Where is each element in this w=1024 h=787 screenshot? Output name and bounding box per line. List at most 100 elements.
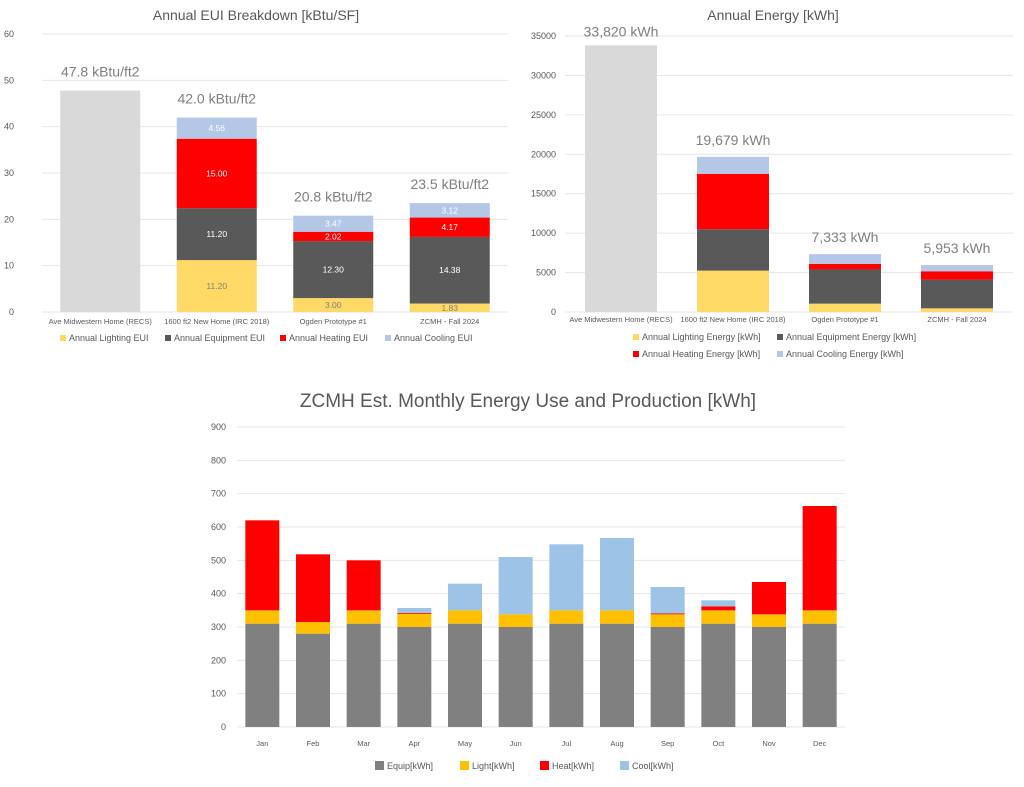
- y-tick-label: 200: [211, 655, 226, 665]
- bar-segment-heat-kwh: [296, 554, 330, 622]
- y-tick-label: 700: [211, 489, 226, 499]
- bar-segment-annual-heating-energy-kwh: [921, 271, 993, 280]
- x-category-label: May: [458, 739, 472, 748]
- bar-segment-equip-kwh: [498, 627, 533, 727]
- data-label: 2.02: [325, 231, 342, 241]
- x-category-label: Feb: [307, 739, 320, 748]
- bar-segment-heat-kwh: [245, 520, 280, 611]
- monthly-energy-chart: ZCMH Est. Monthly Energy Use and Product…: [211, 391, 845, 771]
- y-tick-label: 600: [211, 522, 226, 532]
- y-tick-label: 40: [4, 122, 14, 132]
- x-category-label: 1600 ft2 New Home (IRC 2018): [164, 317, 270, 326]
- data-label: 3.00: [325, 300, 342, 310]
- bar-total: [60, 90, 141, 312]
- x-category-label: Sep: [661, 739, 674, 748]
- data-label: 3.12: [441, 205, 458, 215]
- bar-segment-cool-kwh: [397, 608, 432, 613]
- bar-segment-light-kwh: [600, 610, 634, 624]
- bar-segment-annual-lighting-energy-kwh: [697, 270, 769, 312]
- bar-segment-heat-kwh: [650, 613, 685, 615]
- legend-swatch: [777, 351, 783, 357]
- bar-segment-cool-kwh: [498, 557, 533, 615]
- legend-swatch: [633, 334, 639, 340]
- legend-label: Annual Equipment Energy [kWh]: [786, 332, 916, 342]
- bar-segment-light-kwh: [296, 622, 330, 634]
- bar-segment-annual-heating-energy-kwh: [809, 263, 881, 270]
- legend-swatch: [620, 761, 629, 770]
- y-tick-label: 20: [4, 214, 14, 224]
- x-category-label: Jun: [510, 739, 522, 748]
- y-tick-label: 25000: [531, 110, 556, 120]
- bar-segment-annual-equipment-energy-kwh: [809, 269, 881, 304]
- bar-segment-annual-lighting-eui: [176, 260, 257, 312]
- legend-swatch: [60, 335, 66, 341]
- y-tick-label: 500: [211, 555, 226, 565]
- y-tick-label: 400: [211, 589, 226, 599]
- bar-segment-annual-lighting-energy-kwh: [809, 303, 881, 312]
- bar-segment-heat-kwh: [701, 606, 736, 611]
- legend-label: Light[kWh]: [472, 761, 515, 771]
- y-tick-label: 15000: [531, 189, 556, 199]
- bar-segment-light-kwh: [346, 610, 381, 624]
- x-category-label: Dec: [813, 739, 827, 748]
- total-label: 23.5 kBtu/ft2: [410, 176, 489, 192]
- data-label: 12.30: [323, 265, 345, 275]
- bar-segment-annual-equipment-energy-kwh: [697, 229, 769, 271]
- bar-segment-annual-heating-energy-kwh: [697, 173, 769, 230]
- y-tick-label: 900: [211, 422, 226, 432]
- bar-segment-annual-heating-eui: [409, 217, 490, 237]
- y-tick-label: 50: [4, 75, 14, 85]
- bar-segment-heat-kwh: [346, 560, 381, 611]
- legend-swatch: [540, 761, 549, 770]
- bar-segment-annual-equipment-eui: [409, 236, 490, 304]
- y-tick-label: 0: [551, 307, 556, 317]
- legend-swatch: [633, 351, 639, 357]
- bar-segment-equip-kwh: [296, 633, 330, 727]
- x-category-label: Ogden Prototype #1: [811, 315, 878, 324]
- legend-label: Annual Cooling Energy [kWh]: [786, 349, 904, 359]
- bar-segment-cool-kwh: [549, 544, 584, 611]
- total-label: 7,333 kWh: [812, 229, 879, 245]
- legend-label: Annual Lighting Energy [kWh]: [642, 332, 761, 342]
- legend-label: Equip[kWh]: [387, 761, 433, 771]
- x-category-label: Mar: [357, 739, 370, 748]
- bar-segment-annual-equipment-eui: [293, 241, 374, 299]
- bar-segment-annual-cooling-eui: [409, 203, 490, 218]
- bar-segment-equip-kwh: [245, 623, 280, 727]
- data-label: 11.20: [206, 281, 227, 291]
- x-category-label: ZCMH - Fall 2024: [927, 315, 986, 324]
- legend-swatch: [375, 761, 384, 770]
- bar-segment-annual-cooling-energy-kwh: [697, 156, 769, 174]
- bar-segment-annual-lighting-energy-kwh: [921, 308, 993, 312]
- data-label: 11.20: [206, 229, 227, 239]
- bar-segment-light-kwh: [498, 614, 533, 627]
- total-label: 47.8 kBtu/ft2: [61, 64, 140, 80]
- bar-segment-equip-kwh: [802, 623, 837, 727]
- eui-chart-title: Annual EUI Breakdown [kBtu/SF]: [153, 7, 359, 23]
- y-tick-label: 30: [4, 168, 14, 178]
- x-category-label: Aug: [610, 739, 623, 748]
- bar-segment-cool-kwh: [650, 587, 685, 614]
- total-label: 5,953 kWh: [924, 240, 991, 256]
- bar-segment-annual-cooling-eui: [176, 117, 257, 139]
- bar-segment-annual-cooling-energy-kwh: [809, 254, 881, 264]
- y-tick-label: 10000: [531, 228, 556, 238]
- bar-segment-annual-equipment-energy-kwh: [921, 279, 993, 309]
- y-tick-label: 60: [4, 29, 14, 39]
- bar-segment-annual-equipment-eui: [176, 208, 257, 261]
- bar-segment-equip-kwh: [701, 623, 736, 727]
- legend-label: Annual Equipment EUI: [174, 333, 265, 343]
- legend-swatch: [280, 335, 286, 341]
- legend-swatch: [385, 335, 391, 341]
- bar-segment-equip-kwh: [448, 623, 482, 727]
- legend-label: Annual Lighting EUI: [69, 333, 149, 343]
- bar-segment-annual-lighting-eui: [293, 298, 374, 312]
- data-label: 15.00: [206, 168, 228, 178]
- bar-segment-equip-kwh: [650, 627, 685, 727]
- y-tick-label: 10: [4, 261, 14, 271]
- y-tick-label: 35000: [531, 31, 556, 41]
- bar-segment-equip-kwh: [600, 623, 634, 727]
- x-category-label: Jul: [562, 739, 572, 748]
- y-tick-label: 300: [211, 622, 226, 632]
